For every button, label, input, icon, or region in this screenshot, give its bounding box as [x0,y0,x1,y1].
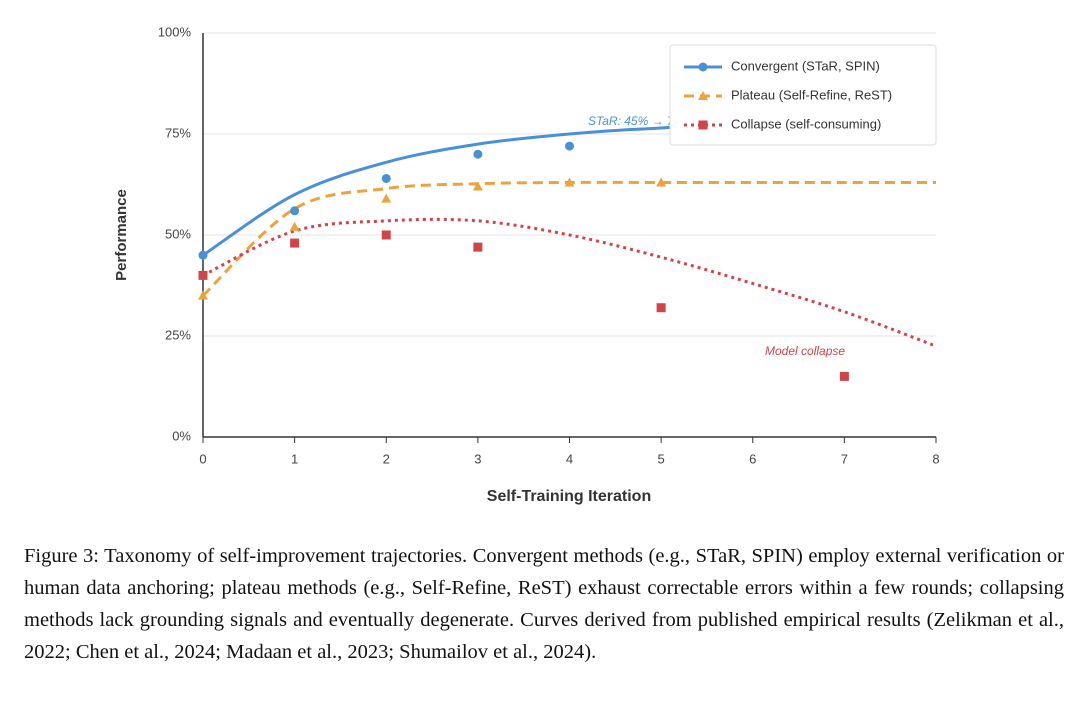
point [565,141,574,151]
point [656,303,666,313]
x-axis-label: Self-Training Iteration [487,488,651,505]
legend-label: Collapse (self-consuming) [731,116,881,131]
y-tick-label: 0% [172,428,191,443]
legend-marker [698,120,708,130]
point [381,193,392,203]
x-tick-label: 4 [566,451,573,466]
x-tick-label: 3 [474,451,481,466]
point [564,177,575,187]
legend-marker [698,62,708,72]
legend-marker [698,91,708,100]
legend-label: Convergent (STaR, SPIN) [731,58,880,73]
y-tick-label: 75% [165,125,191,140]
fit-curve [202,217,937,348]
y-axis-label: Performance [113,189,130,281]
y-tick-label: 25% [165,327,191,342]
y-tick-label: 100% [158,24,192,39]
point [198,290,208,300]
x-tick-label: 5 [658,451,665,466]
point [656,177,667,187]
point [290,238,300,248]
legend-box [669,44,937,146]
caption: Figure 3: Taxonomy of self-improvement t… [24,545,1064,663]
x-tick-label: 6 [749,451,756,466]
point [198,270,208,280]
point [472,181,483,191]
x-tick-label: 2 [383,451,390,466]
x-tick-label: 1 [291,451,298,466]
point [290,206,300,216]
point [381,230,391,240]
x-tick-label: 0 [199,451,206,466]
y-tick-label: 50% [165,226,191,241]
point [839,371,849,381]
point [473,149,483,159]
annotation: Model collapse [765,344,845,358]
point [381,173,391,183]
point [289,221,300,231]
legend-label: Plateau (Self-Refine, ReST) [731,87,892,102]
x-tick-label: 8 [932,451,939,466]
x-tick-label: 7 [841,451,848,466]
annotation: STaR: 45% → 72% [588,114,691,128]
point [198,250,208,260]
fit-curve [201,180,936,297]
chart: Performance Self-Training Iteration 0%25… [113,24,940,505]
point [473,242,483,252]
